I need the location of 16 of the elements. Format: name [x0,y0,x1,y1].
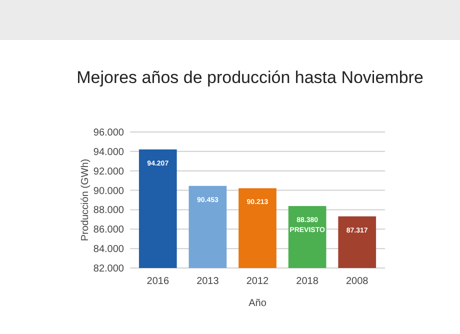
x-tick-label: 2016 [146,276,170,287]
x-tick-label: 2018 [296,276,319,287]
chart-title: Mejores años de producción hasta Noviembre [76,68,424,87]
y-axis-title: Producción (GWh) [80,158,91,242]
y-tick-label: 86.000 [93,224,124,236]
y-tick-label: 94.000 [93,146,124,158]
y-tick-label: 92.000 [93,166,124,178]
x-tick-label: 2008 [346,276,369,287]
y-tick-label: 88.000 [93,205,124,216]
x-axis-title: Año [248,298,267,309]
x-tick-label: 2012 [246,276,270,287]
y-tick-label: 84.000 [93,244,124,256]
y-tick-label: 90.000 [93,186,124,197]
x-tick-label: 2013 [196,276,220,287]
y-tick-label: 96.000 [93,128,124,138]
y-tick-label: 82.000 [93,264,124,274]
